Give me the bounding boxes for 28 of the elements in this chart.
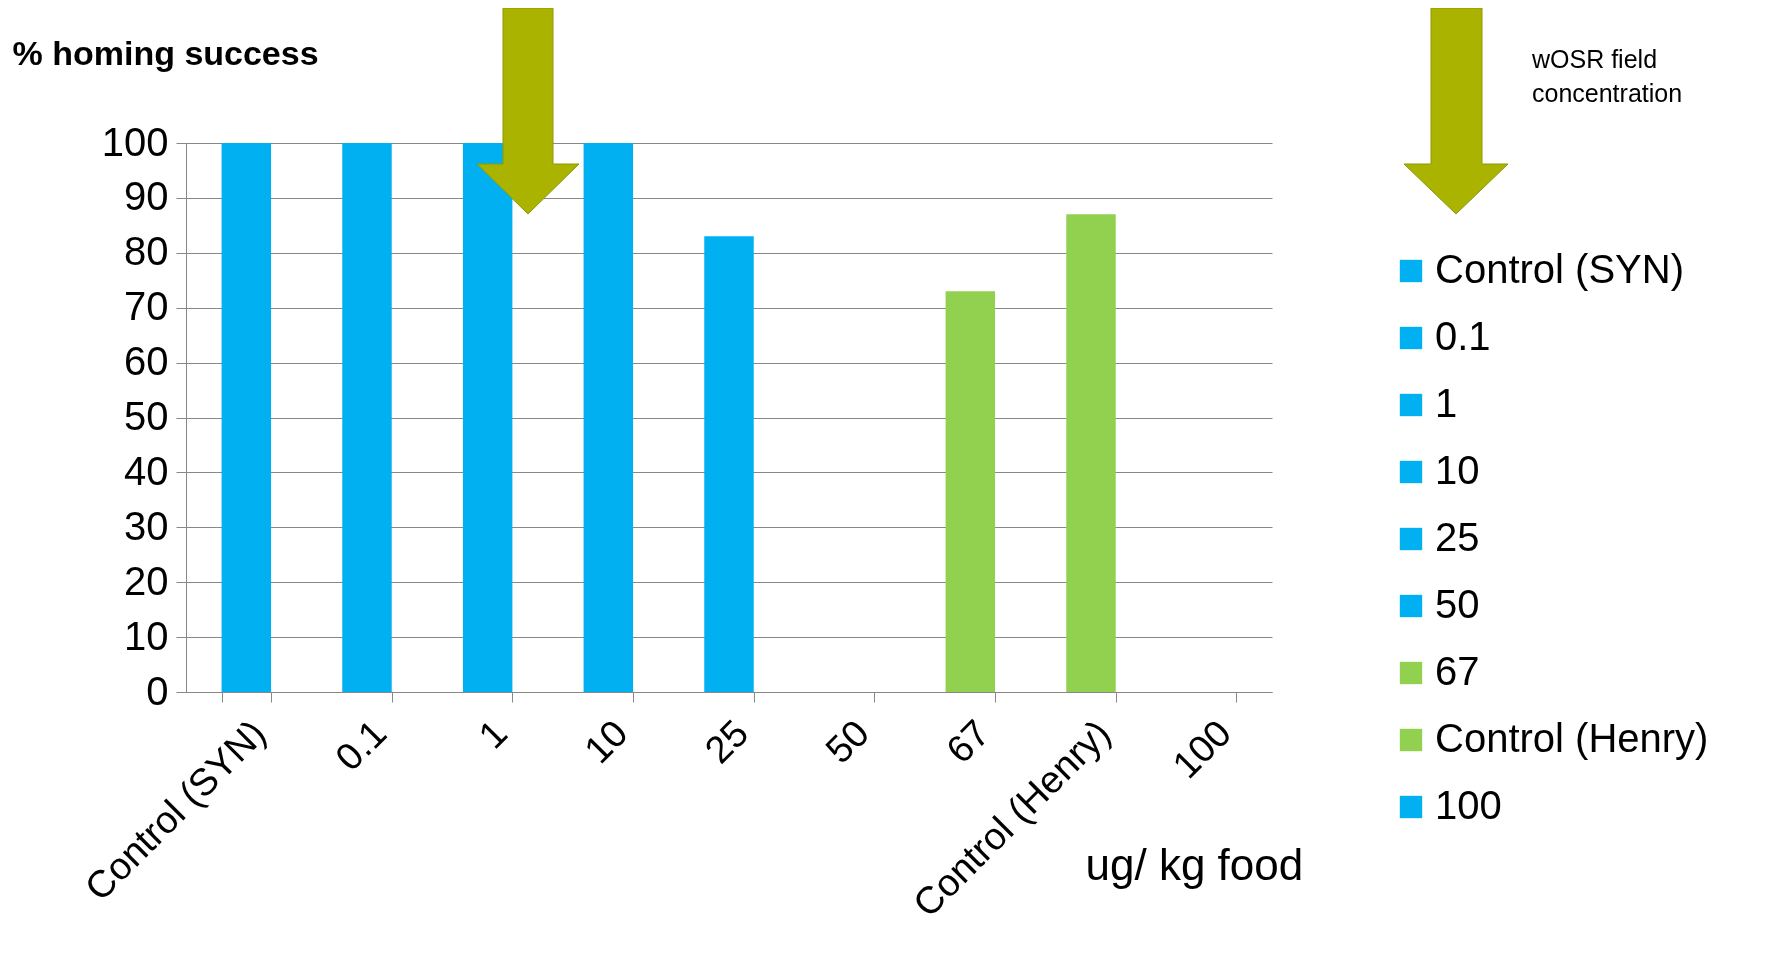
legend-label: 50 — [1435, 582, 1480, 626]
y-tick-label: 20 — [124, 558, 169, 603]
legend-label: 1 — [1435, 381, 1458, 425]
legend-label: 67 — [1435, 649, 1480, 693]
y-tick-label: 80 — [124, 229, 169, 274]
y-tick-label: 90 — [124, 174, 169, 219]
legend-label: 10 — [1435, 448, 1480, 492]
y-tick-label: 100 — [101, 119, 169, 164]
y-tick-label: 30 — [124, 503, 169, 548]
text: wOSR field concentration — [1532, 44, 1684, 109]
y-tick-label: 0 — [146, 668, 169, 713]
y-tick-label: 50 — [124, 394, 169, 438]
x-tick-label: 10 — [576, 711, 636, 772]
legend-label: Control (SYN) — [1435, 247, 1684, 291]
legend-label: 25 — [1435, 515, 1480, 559]
x-tick-label: 50 — [817, 711, 878, 772]
x-tick-label: 0.1 — [327, 711, 395, 779]
y-axis-title: % homing success — [12, 33, 319, 72]
x-tick-label: 67 — [938, 711, 998, 772]
x-tick-label: 100 — [1164, 711, 1240, 787]
legend-label: 0.1 — [1435, 314, 1491, 358]
y-tick-label: 70 — [124, 284, 169, 329]
y-tick-label: 40 — [124, 448, 169, 493]
y-tick-label: 10 — [124, 613, 169, 658]
x-tick-label: 1 — [470, 711, 516, 757]
x-axis-title: ug/ kg food — [1085, 839, 1304, 889]
y-tick-label: 60 — [124, 339, 169, 384]
x-tick-label: 25 — [696, 711, 757, 772]
